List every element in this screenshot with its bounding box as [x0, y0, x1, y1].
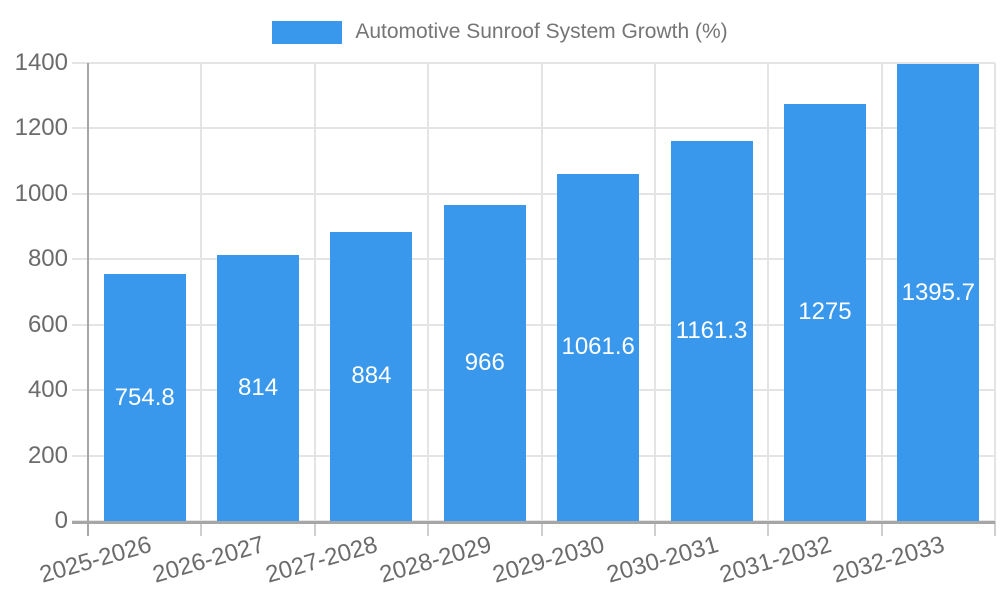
x-gridline	[427, 63, 430, 521]
x-axis-tick	[427, 521, 430, 536]
x-gridline	[540, 63, 543, 521]
y-gridline	[72, 258, 995, 261]
y-axis-tick-label: 800	[27, 245, 68, 273]
bar-value-label: 1275	[798, 298, 852, 326]
bar[interactable]: 1395.7	[897, 64, 980, 521]
y-gridline	[72, 192, 995, 195]
x-axis-tick	[994, 521, 996, 536]
legend-swatch	[272, 20, 343, 44]
x-axis-tick	[767, 521, 770, 536]
bar[interactable]: 884	[330, 231, 413, 521]
x-gridline	[200, 63, 203, 521]
bar[interactable]: 814	[217, 254, 300, 521]
x-axis-tick	[540, 521, 543, 536]
y-gridline	[72, 127, 995, 130]
x-axis-tick	[200, 521, 203, 536]
y-axis-tick-label: 1200	[14, 114, 68, 142]
y-axis-tick-label: 400	[27, 376, 68, 404]
bar[interactable]: 754.8	[103, 274, 186, 521]
y-axis-tick-label: 200	[27, 441, 68, 469]
bar[interactable]: 966	[443, 204, 526, 521]
y-axis-tick-label: 1400	[14, 49, 68, 76]
bar-value-label: 966	[464, 348, 505, 376]
x-gridline	[880, 63, 883, 521]
y-gridline	[72, 389, 995, 392]
x-axis-tick	[880, 521, 883, 536]
bar[interactable]: 1161.3	[670, 141, 753, 521]
x-gridline	[767, 63, 770, 521]
y-axis-line	[87, 63, 89, 536]
y-axis-tick-label: 0	[54, 507, 68, 534]
y-gridline	[72, 62, 995, 64]
y-gridline	[72, 323, 995, 326]
bar-value-label: 884	[351, 362, 392, 390]
bar-value-label: 1061.6	[561, 333, 635, 361]
x-gridline	[994, 63, 996, 521]
y-axis-tick-label: 600	[27, 310, 68, 338]
bar[interactable]: 1061.6	[557, 173, 640, 521]
bar-value-label: 754.8	[114, 383, 175, 411]
bar-value-label: 814	[238, 373, 279, 401]
bar[interactable]: 1275	[783, 103, 866, 521]
legend-label: Automotive Sunroof System Growth (%)	[355, 20, 728, 43]
chart-legend[interactable]: Automotive Sunroof System Growth (%)	[0, 20, 1000, 44]
x-gridline	[313, 63, 316, 521]
y-gridline	[72, 454, 995, 457]
bar-value-label: 1161.3	[675, 317, 748, 345]
x-axis-tick	[313, 521, 316, 536]
x-axis-tick	[653, 521, 656, 536]
x-axis-line	[72, 521, 995, 524]
bar-value-label: 1395.7	[901, 278, 976, 306]
y-axis-tick-label: 1000	[14, 179, 68, 207]
x-gridline	[653, 63, 656, 521]
